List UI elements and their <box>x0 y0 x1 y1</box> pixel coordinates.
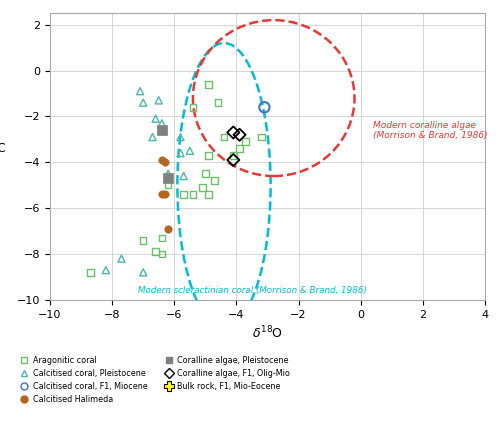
Point <box>202 170 209 177</box>
Point <box>416 28 424 35</box>
Point <box>416 28 424 35</box>
Point <box>382 37 390 44</box>
Point <box>204 191 212 198</box>
Point <box>230 157 237 164</box>
Point <box>164 182 172 189</box>
Point <box>198 184 206 191</box>
Point <box>406 30 414 37</box>
Point <box>220 134 228 141</box>
Point <box>242 138 250 145</box>
Point <box>161 191 169 198</box>
Point <box>369 35 377 42</box>
Point <box>360 35 368 42</box>
Point <box>158 120 166 127</box>
Point <box>136 88 144 95</box>
Point <box>152 248 160 255</box>
Point <box>161 159 169 166</box>
Point <box>422 37 430 44</box>
Point <box>236 145 244 152</box>
Text: Modern coralline algae
(Morrison & Brand, 1986): Modern coralline algae (Morrison & Brand… <box>373 121 488 140</box>
Point <box>369 35 377 42</box>
Y-axis label: $\delta^{13}$C: $\delta^{13}$C <box>0 140 7 157</box>
Point <box>204 152 212 159</box>
Point <box>432 28 440 35</box>
Point <box>176 134 184 141</box>
Point <box>152 115 160 122</box>
Point <box>428 30 436 37</box>
Point <box>210 177 218 184</box>
Point <box>158 157 166 164</box>
Point <box>86 269 94 276</box>
Point <box>158 235 166 242</box>
Point <box>158 250 166 258</box>
Point <box>422 37 430 44</box>
Point <box>180 172 188 179</box>
Point <box>139 269 147 276</box>
Point <box>432 28 440 35</box>
Point <box>186 147 194 154</box>
X-axis label: $\delta^{18}$O: $\delta^{18}$O <box>252 325 283 342</box>
Point <box>164 175 172 182</box>
Point <box>400 30 408 37</box>
Point <box>258 134 266 141</box>
Point <box>148 134 156 141</box>
Point <box>230 152 237 159</box>
Point <box>406 30 414 37</box>
Point <box>304 60 312 67</box>
Point <box>214 99 222 106</box>
Point <box>154 97 162 104</box>
Legend: Aragonitic coral, Calcitised coral, Pleistocene, Calcitised coral, F1, Miocene, : Aragonitic coral, Calcitised coral, Plei… <box>19 355 290 404</box>
Point <box>189 191 197 198</box>
Point <box>139 237 147 244</box>
Point <box>236 131 244 138</box>
Point <box>260 104 268 111</box>
Point <box>164 170 172 177</box>
Point <box>400 30 408 37</box>
Point <box>139 99 147 106</box>
Point <box>180 191 188 198</box>
Point <box>189 104 197 111</box>
Point <box>230 129 237 136</box>
Point <box>304 60 312 67</box>
Point <box>382 37 390 44</box>
Point <box>158 127 166 134</box>
Point <box>360 35 368 42</box>
Point <box>118 255 126 262</box>
Point <box>204 81 212 88</box>
Point <box>176 149 184 157</box>
Point <box>158 191 166 198</box>
Text: Modern scleractinian coral (Morrison & Brand, 1986): Modern scleractinian coral (Morrison & B… <box>138 286 366 295</box>
Point <box>164 225 172 232</box>
Point <box>102 266 110 273</box>
Point <box>428 30 436 37</box>
